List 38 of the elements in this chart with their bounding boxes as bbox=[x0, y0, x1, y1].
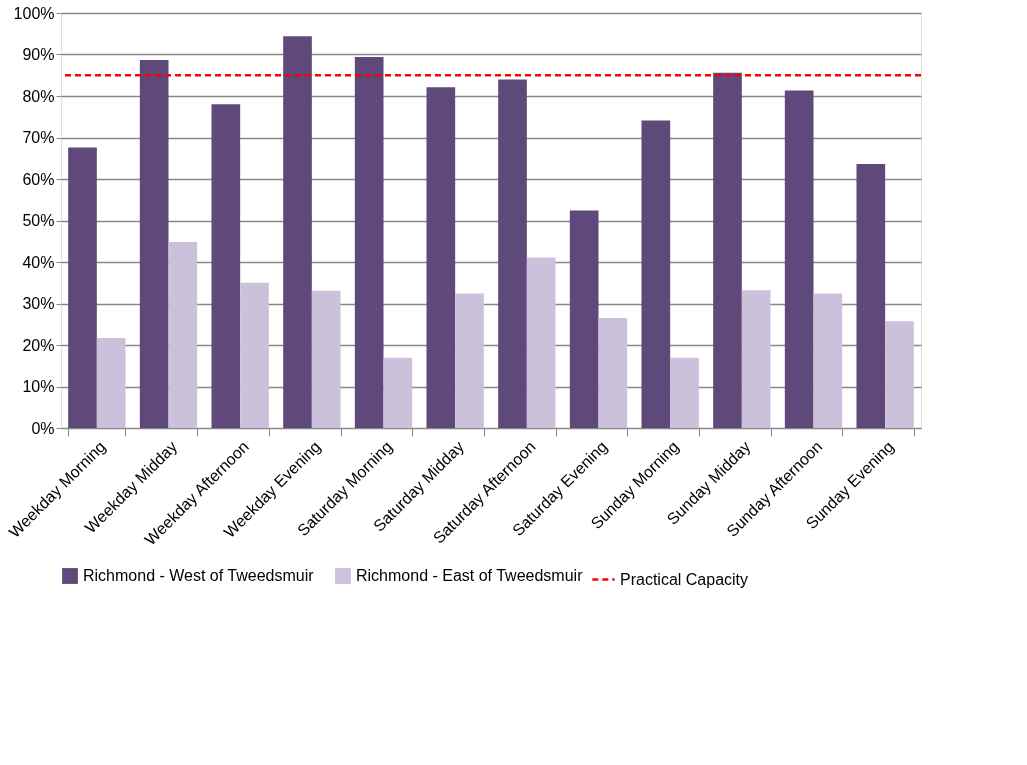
y-tick-label: 80% bbox=[22, 87, 55, 105]
bar bbox=[455, 293, 484, 428]
bar bbox=[426, 87, 456, 428]
bar bbox=[784, 90, 814, 428]
y-tick-label: 30% bbox=[22, 295, 55, 312]
bar bbox=[168, 242, 198, 428]
bar bbox=[598, 318, 628, 428]
bar bbox=[240, 282, 269, 428]
legend-label: Practical Capacity bbox=[620, 570, 749, 588]
bar bbox=[641, 120, 671, 428]
bar bbox=[96, 337, 126, 428]
bar bbox=[211, 104, 241, 428]
y-tick-label: 60% bbox=[22, 170, 55, 188]
bar bbox=[856, 164, 886, 428]
y-tick-label: 50% bbox=[22, 212, 55, 229]
bar bbox=[139, 59, 169, 428]
bar bbox=[383, 357, 413, 428]
y-tick-label: 0% bbox=[31, 419, 55, 437]
y-tick-label: 20% bbox=[22, 336, 55, 354]
legend-label: Richmond - West of Tweedsmuir bbox=[83, 567, 315, 584]
bar bbox=[569, 210, 599, 428]
bar bbox=[68, 147, 97, 428]
bar bbox=[354, 56, 384, 428]
y-tick-label: 90% bbox=[22, 46, 55, 63]
bar bbox=[311, 290, 341, 428]
bar bbox=[813, 293, 843, 428]
y-tick-label: 10% bbox=[22, 378, 55, 395]
y-tick-label: 40% bbox=[22, 253, 55, 271]
bar bbox=[498, 79, 527, 428]
y-tick-label: 70% bbox=[22, 129, 55, 146]
bar bbox=[283, 36, 312, 428]
y-tick-label: 100% bbox=[13, 4, 55, 22]
bar bbox=[741, 290, 771, 428]
legend-label: Richmond - East of Tweedsmuir bbox=[356, 567, 584, 584]
bar bbox=[885, 321, 914, 428]
bar bbox=[526, 257, 556, 428]
bar bbox=[670, 357, 699, 428]
bar bbox=[713, 72, 742, 428]
